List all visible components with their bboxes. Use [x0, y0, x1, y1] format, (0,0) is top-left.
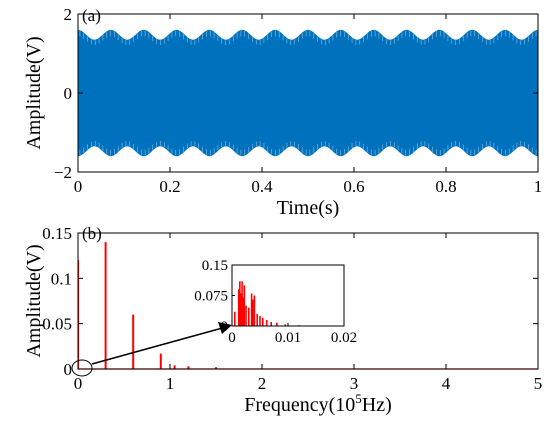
inset-x-tick-label: 0.01 [275, 330, 301, 346]
panel-b-xlabel-tail: Hz) [362, 394, 392, 416]
x-tick-label: 0 [74, 177, 83, 196]
signal-band [78, 29, 538, 157]
y-tick-label: −2 [54, 163, 72, 182]
inset-y-tick-label: 0.15 [202, 258, 228, 274]
x-tick-label: 0.6 [343, 177, 364, 196]
panel-b-ylabel: Amplitude(V) [23, 244, 45, 357]
panel-a-xticks: 0 0.2 0.4 0.6 0.8 1 [74, 14, 543, 196]
panel-a-yticks: −2 0 2 [54, 5, 538, 182]
zoom-circle [71, 359, 93, 377]
panel-b-frame [77, 232, 539, 370]
panel-b-xticks: 0 1 2 3 4 5 [74, 233, 543, 393]
x-tick-label: 0 [74, 374, 83, 393]
panel-b-xlabel-sup: 5 [355, 391, 362, 406]
inset-x-tick-label: 0.02 [331, 330, 357, 346]
x-tick-label: 5 [534, 374, 543, 393]
panel-b-xlabel: Frequency(105Hz) [244, 391, 392, 416]
zoom-arrow-head [218, 322, 232, 334]
inset-yticks: 0 0.075 0.15 [194, 258, 235, 335]
inset-x-tick-label: 0 [228, 330, 236, 346]
x-tick-label: 1 [534, 177, 543, 196]
y-tick-label: 0 [64, 360, 73, 379]
y-tick-label: 2 [64, 5, 73, 24]
inset-y-tick-label: 0 [221, 319, 229, 335]
y-tick-label: 0.15 [42, 224, 72, 243]
y-tick-label: 0 [64, 84, 73, 103]
panel-a-signal [78, 29, 538, 157]
panel-b-yticks: 0 0.05 0.1 0.15 [42, 224, 538, 379]
y-tick-label: 0.05 [42, 315, 72, 334]
panel-a-xlabel: Time(s) [277, 197, 340, 219]
x-tick-label: 0.4 [251, 177, 273, 196]
zoom-arrow-line [91, 326, 227, 365]
panel-b-xlabel-main: Frequency(10 [244, 394, 355, 416]
inset-background [232, 265, 344, 326]
x-tick-label: 3 [350, 374, 359, 393]
x-tick-label: 1 [166, 374, 175, 393]
inset-xticks: 0 0.01 0.02 [228, 323, 357, 346]
panel-a: (a) 0 0.2 0.4 0.6 0.8 1 −202 Time(s) Amplitud… [23, 5, 542, 219]
x-tick-label: 0.8 [435, 177, 456, 196]
y-tick-label: 0.1 [51, 269, 72, 288]
panel-a-ylabel: Amplitude(V) [23, 36, 45, 149]
x-tick-label: 4 [442, 374, 451, 393]
panel-a-label: (a) [82, 6, 101, 25]
inset-plot: 0 0.01 0.02 0 0.075 0.15 [194, 258, 357, 346]
x-tick-label: 2 [258, 374, 267, 393]
inset-y-tick-label: 0.075 [194, 289, 228, 305]
x-tick-label: 0.2 [159, 177, 180, 196]
